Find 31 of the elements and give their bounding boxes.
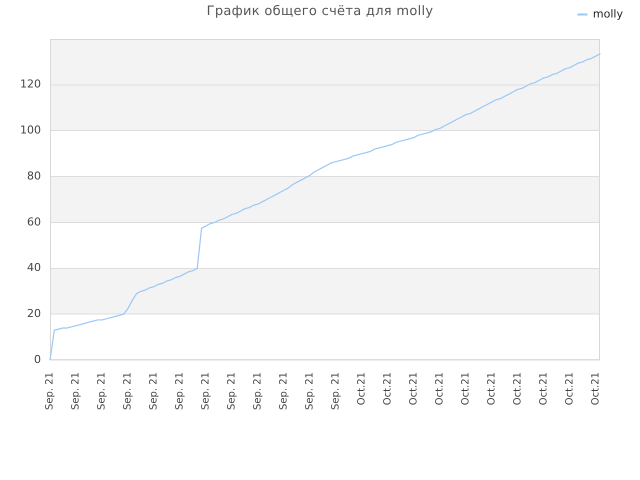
x-tick-label: Oct.21 (564, 372, 576, 406)
chart-title: График общего счёта для molly (206, 4, 434, 19)
x-tick-label: Oct.21 (460, 372, 472, 406)
y-tick-label: 80 (26, 169, 41, 182)
y-tick-label: 0 (34, 352, 41, 366)
x-tick-label: Oct.21 (356, 372, 368, 406)
x-tick-label: Sep. 21 (226, 372, 238, 410)
x-tick-label: Oct.21 (590, 372, 602, 406)
x-tick-label: Sep. 21 (44, 372, 56, 410)
legend-label: molly (592, 7, 624, 20)
x-tick-label: Sep. 21 (330, 372, 342, 410)
y-tick-label: 60 (26, 215, 41, 228)
x-tick-label: Oct.21 (434, 372, 446, 406)
x-tick-label: Sep. 21 (96, 372, 108, 410)
x-tick-label: Sep. 21 (122, 372, 134, 410)
x-tick-label: Sep. 21 (148, 372, 160, 410)
x-tick-label: Oct.21 (408, 372, 420, 406)
y-tick-label: 120 (20, 78, 41, 91)
x-tick-label: Sep. 21 (200, 372, 212, 410)
x-tick-label: Oct.21 (512, 372, 524, 406)
y-tick-label: 40 (26, 261, 41, 274)
y-tick-label: 100 (20, 124, 41, 137)
x-tick-label: Sep. 21 (278, 372, 290, 410)
y-tick-label: 20 (26, 307, 41, 320)
x-tick-label: Sep. 21 (70, 372, 82, 410)
x-tick-label: Sep. 21 (174, 372, 186, 410)
x-tick-label: Oct.21 (538, 372, 550, 406)
x-tick-label: Sep. 21 (304, 372, 316, 410)
x-tick-label: Oct.21 (486, 372, 498, 406)
x-tick-label: Sep. 21 (252, 372, 264, 410)
x-tick-label: Oct.21 (382, 372, 394, 406)
